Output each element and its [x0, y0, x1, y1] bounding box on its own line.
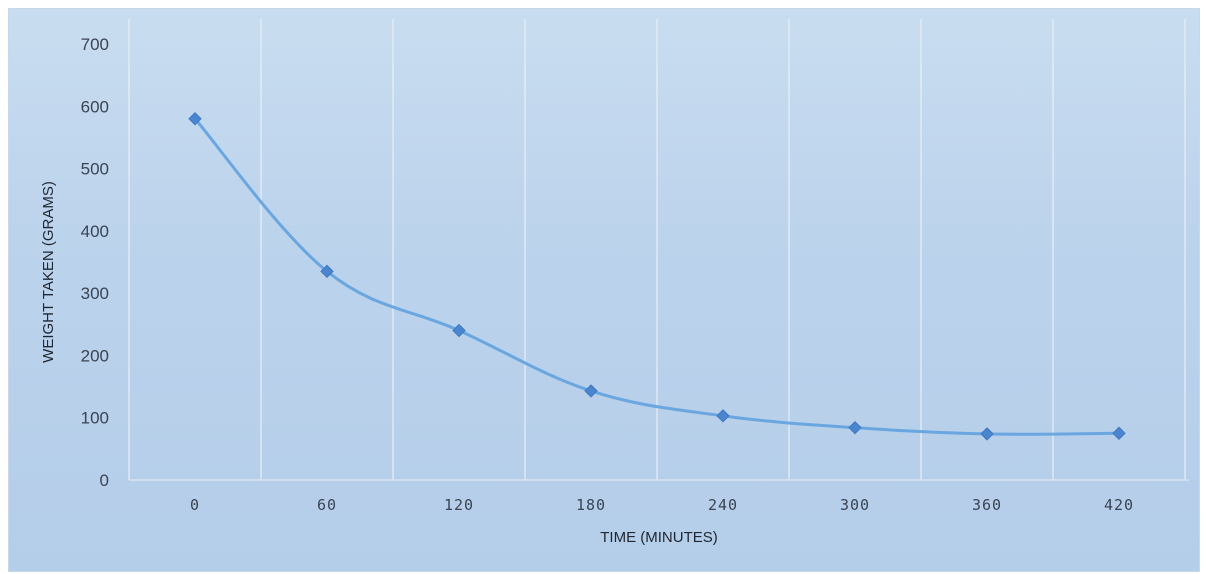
y-tick-label: 0: [100, 471, 109, 490]
x-tick-label: 120: [444, 496, 474, 514]
x-tick-label: 420: [1104, 496, 1134, 514]
data-point-marker: [452, 323, 466, 338]
line-chart: 0 100 200 300 400 500 600 700 0 60 120 180 240 300 36…: [40, 19, 1189, 546]
y-tick-label: 700: [81, 35, 109, 54]
x-tick-label: 60: [317, 496, 337, 514]
data-point-marker: [716, 409, 730, 423]
data-point-marker: [320, 264, 334, 279]
gridlines: [128, 19, 1186, 480]
x-tick-label: 0: [190, 496, 200, 514]
x-tick-label: 360: [972, 496, 1002, 514]
y-tick-label: 200: [81, 346, 109, 365]
y-tick-label: 500: [81, 160, 109, 179]
x-axis-ticks: 0 60 120 180 240 300 360 420: [190, 496, 1134, 514]
data-point-marker: [848, 420, 862, 435]
x-axis-label: TIME (MINUTES): [600, 529, 718, 546]
x-tick-label: 240: [708, 496, 738, 514]
x-tick-label: 180: [576, 496, 606, 514]
data-point-marker: [980, 427, 994, 441]
data-point-marker: [1112, 426, 1126, 440]
y-tick-label: 100: [81, 409, 109, 428]
data-point-marker: [188, 112, 202, 126]
chart-frame: 0 100 200 300 400 500 600 700 0 60 120 180 240 300 36…: [8, 8, 1200, 572]
series-markers: [188, 112, 1126, 441]
y-axis-label: WEIGHT TAKEN (GRAMS): [40, 181, 57, 363]
x-tick-label: 300: [840, 496, 870, 514]
y-tick-label: 600: [81, 97, 109, 116]
y-tick-label: 300: [81, 284, 109, 303]
data-point-marker: [584, 384, 598, 398]
y-tick-label: 400: [81, 222, 109, 241]
y-axis-ticks: 0 100 200 300 400 500 600 700: [81, 35, 109, 490]
